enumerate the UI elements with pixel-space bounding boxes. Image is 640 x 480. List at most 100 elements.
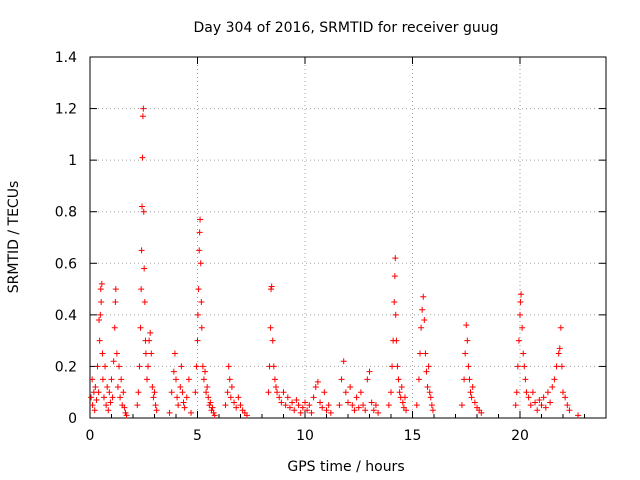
- y-tick-label: 0.6: [55, 256, 77, 272]
- data-point: [100, 394, 107, 401]
- x-tick-label: 5: [193, 428, 202, 444]
- data-point: [360, 402, 367, 409]
- data-point: [140, 105, 147, 112]
- data-point: [349, 402, 356, 409]
- data-point: [345, 399, 351, 406]
- data-points: [88, 105, 582, 419]
- data-point: [536, 396, 543, 403]
- data-point: [147, 329, 154, 336]
- data-point: [517, 311, 523, 318]
- x-tick-label: 0: [86, 428, 95, 444]
- data-point: [118, 376, 125, 383]
- data-point: [139, 113, 146, 120]
- data-point: [188, 409, 195, 416]
- data-point: [103, 402, 110, 409]
- data-point: [227, 394, 234, 401]
- data-point: [325, 402, 332, 409]
- data-point: [564, 402, 571, 409]
- data-point: [425, 363, 432, 370]
- data-point: [198, 298, 205, 305]
- data-point: [393, 337, 400, 344]
- data-point: [141, 265, 148, 272]
- data-point: [135, 389, 142, 396]
- data-point: [148, 350, 155, 357]
- data-point: [149, 384, 156, 391]
- data-point: [88, 394, 95, 401]
- data-point: [391, 273, 398, 280]
- data-point: [194, 311, 201, 318]
- data-point: [105, 407, 112, 414]
- grid-lines: [90, 57, 606, 418]
- plot-frame: [89, 56, 607, 419]
- data-point: [151, 389, 158, 396]
- data-point: [106, 389, 113, 396]
- data-point: [99, 376, 106, 383]
- data-point: [538, 402, 545, 409]
- data-point: [523, 389, 530, 396]
- data-point: [210, 409, 217, 416]
- y-tick-label: 0.8: [55, 205, 77, 221]
- data-point: [142, 350, 149, 357]
- data-point: [96, 337, 103, 344]
- data-point: [269, 337, 276, 344]
- data-point: [145, 363, 152, 370]
- data-point: [364, 376, 371, 383]
- data-point: [98, 298, 105, 305]
- chart-title: Day 304 of 2016, SRMTID for receiver guu…: [194, 20, 499, 36]
- y-tick-label: 1: [68, 153, 77, 169]
- data-point: [114, 384, 121, 391]
- data-point: [362, 407, 369, 414]
- data-point: [203, 389, 210, 396]
- data-point: [109, 394, 116, 401]
- data-point: [116, 363, 123, 370]
- data-point: [338, 376, 345, 383]
- data-point: [512, 402, 519, 409]
- data-point: [466, 376, 473, 383]
- data-point: [304, 407, 311, 414]
- data-point: [166, 409, 173, 416]
- data-point: [228, 384, 235, 391]
- data-point: [107, 399, 114, 406]
- data-point: [299, 404, 306, 411]
- data-point: [428, 402, 435, 409]
- data-point: [336, 402, 343, 409]
- data-point: [312, 384, 319, 391]
- data-point: [478, 409, 485, 416]
- data-point: [289, 399, 296, 406]
- data-point: [102, 363, 109, 370]
- data-point: [209, 404, 216, 411]
- data-point: [271, 376, 278, 383]
- data-point: [465, 363, 472, 370]
- data-point: [272, 384, 279, 391]
- data-point: [540, 394, 547, 401]
- data-point: [395, 376, 402, 383]
- data-point: [199, 363, 206, 370]
- data-point: [192, 389, 199, 396]
- data-point: [464, 337, 471, 344]
- data-point: [93, 396, 100, 403]
- data-point: [340, 358, 347, 365]
- data-point: [529, 389, 536, 396]
- data-point: [426, 389, 433, 396]
- data-point: [231, 399, 238, 406]
- data-point: [293, 396, 300, 403]
- data-point: [519, 324, 526, 331]
- data-point: [138, 286, 145, 293]
- data-point: [178, 363, 185, 370]
- data-point: [517, 298, 524, 305]
- data-point: [94, 363, 101, 370]
- data-point: [420, 293, 427, 300]
- data-point: [394, 363, 401, 370]
- data-point: [522, 376, 529, 383]
- data-point: [375, 409, 382, 416]
- y-tick-label: 1.2: [55, 102, 77, 118]
- data-point: [542, 404, 549, 411]
- data-point: [372, 402, 379, 409]
- data-point: [417, 350, 424, 357]
- data-point: [392, 255, 399, 262]
- data-point: [180, 399, 187, 406]
- data-point: [222, 402, 229, 409]
- data-point: [284, 394, 291, 401]
- data-point: [179, 389, 186, 396]
